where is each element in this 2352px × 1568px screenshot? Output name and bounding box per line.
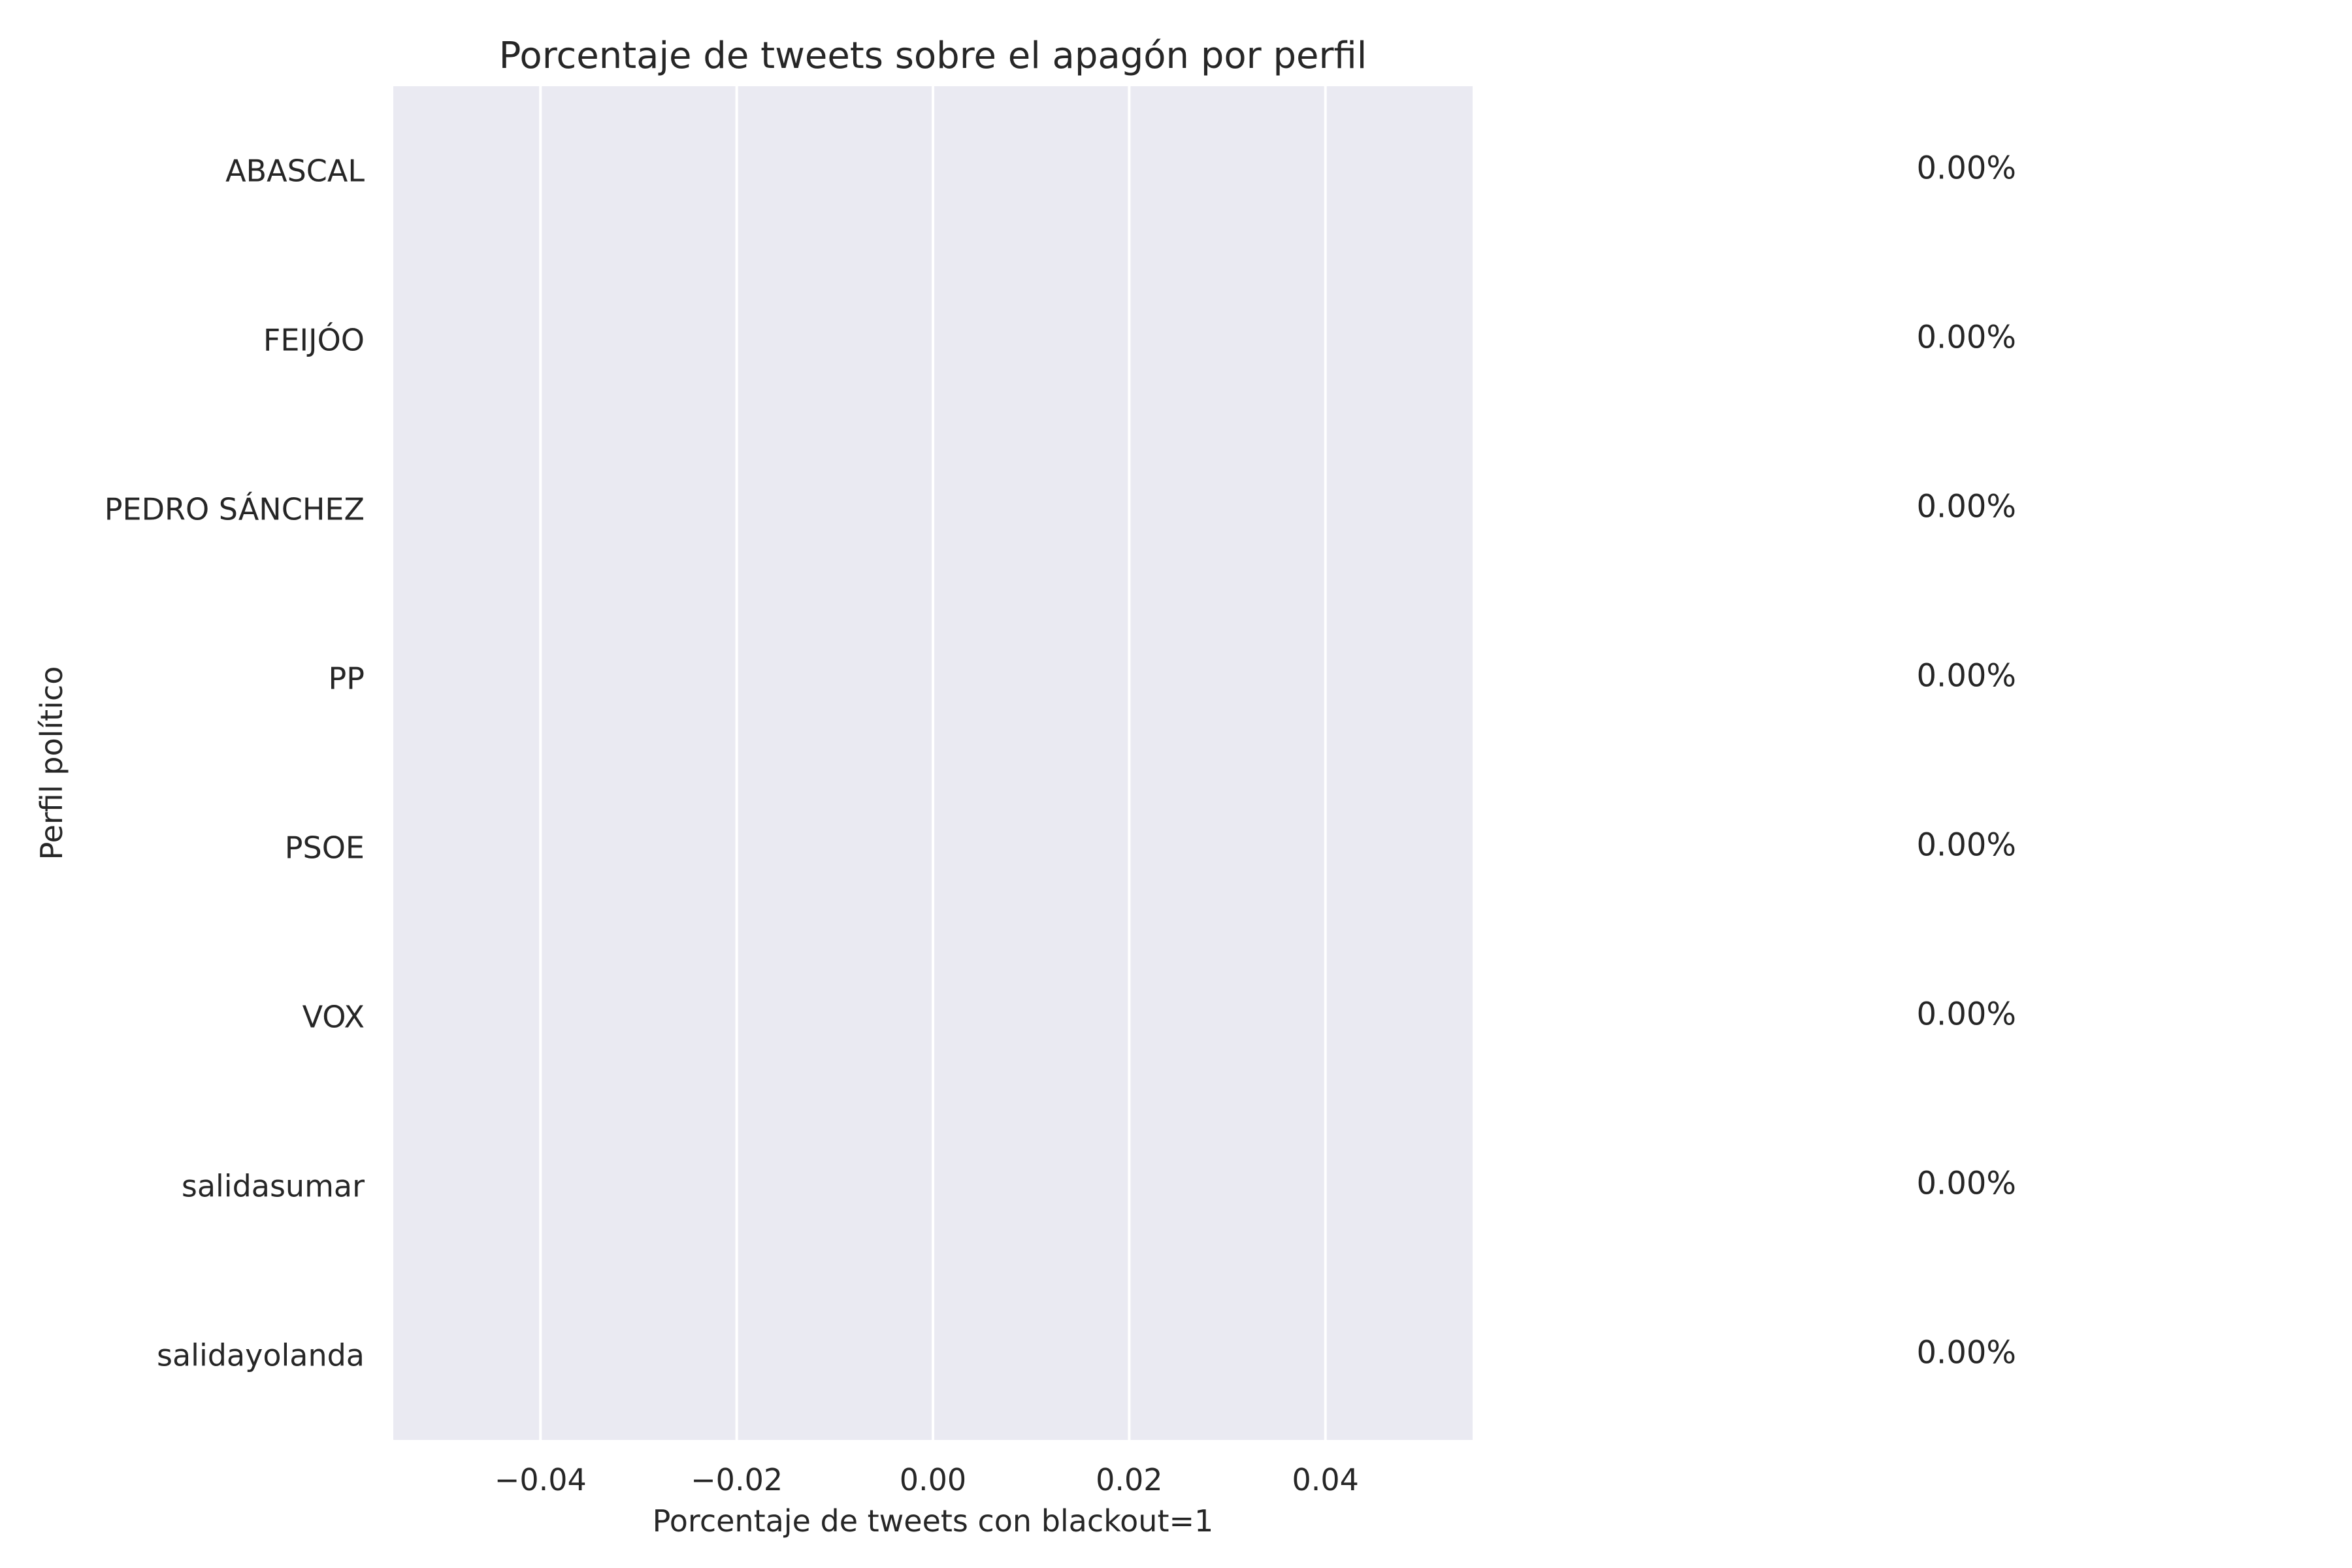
y-tick-labels: ABASCAL FEIJÓO PEDRO SÁNCHEZ PP PSOE VOX salid… (105, 154, 365, 1373)
value-label: 0.00% (1917, 996, 2016, 1033)
y-tick-label: ABASCAL (225, 154, 365, 189)
value-labels: 0.00% 0.00% 0.00% 0.00% 0.00% 0.00% 0.00% 0.00% (1917, 150, 2016, 1371)
y-axis-label: Perfil político (34, 666, 69, 860)
x-tick-label: 0.02 (1096, 1462, 1162, 1497)
x-tick-label: −0.04 (495, 1462, 587, 1497)
y-tick-label: salidayolanda (157, 1338, 365, 1373)
y-tick-label: salidasumar (182, 1169, 365, 1204)
x-axis-label: Porcentaje de tweets con blackout=1 (653, 1503, 1214, 1539)
y-tick-label: PSOE (285, 830, 365, 866)
x-tick-labels: −0.04 −0.02 0.00 0.02 0.04 (495, 1462, 1359, 1497)
y-tick-label: PP (329, 661, 365, 696)
gridlines (539, 86, 1327, 1440)
x-tick-label: 0.04 (1292, 1462, 1359, 1497)
y-tick-label: FEIJÓO (263, 323, 365, 358)
x-tick-label: −0.02 (691, 1462, 783, 1497)
value-label: 0.00% (1917, 150, 2016, 187)
value-label: 0.00% (1917, 827, 2016, 864)
value-label: 0.00% (1917, 658, 2016, 694)
chart-title: Porcentaje de tweets sobre el apagón por… (499, 35, 1367, 77)
value-label: 0.00% (1917, 1166, 2016, 1202)
value-label: 0.00% (1917, 1335, 2016, 1371)
y-tick-label: VOX (302, 1000, 365, 1035)
y-tick-label: PEDRO SÁNCHEZ (105, 492, 365, 527)
value-label: 0.00% (1917, 319, 2016, 356)
value-label: 0.00% (1917, 489, 2016, 525)
x-tick-label: 0.00 (900, 1462, 966, 1497)
